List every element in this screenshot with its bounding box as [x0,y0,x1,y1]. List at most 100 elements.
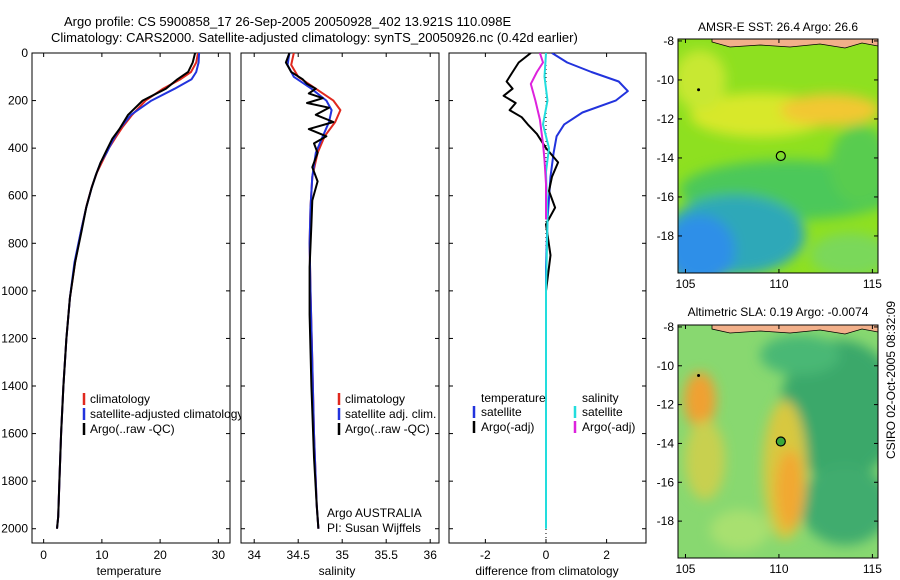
map-y-tick-label: -8 [663,34,674,48]
map-y-tick-label: -16 [657,475,675,489]
x-tick-label: 36 [424,548,438,562]
legend-header-salinity: salinity [582,391,619,405]
map-y-tick-label: -14 [657,151,675,165]
legend-label-climatology: climatology [345,392,405,406]
salinity-y-axis [241,52,439,530]
temperature-x-label: temperature [97,564,162,578]
map-y-tick-label: -18 [657,514,675,528]
x-tick-label: 10 [95,548,109,562]
map-y-tick-label: -12 [657,398,675,412]
temperature-y-axis: 0 200 400 600 800 1000 1200 1400 1600 1800 2000 [1,46,230,536]
sst-map-field [678,39,878,273]
temperature-series [56,53,201,529]
difference-series [502,53,629,529]
legend-label-climatology: climatology [90,392,150,406]
difference-legend: temperature satellite Argo(-adj) salinit… [472,391,635,434]
sst-argo-location-marker [775,150,786,162]
sla-coastline [711,325,878,335]
x-tick-label: 35.5 [375,548,399,562]
x-tick-label: -2 [480,548,491,562]
sla-map-field [678,325,878,558]
y-tick-label: 200 [8,94,28,108]
map-y-tick-label: -16 [657,190,675,204]
map-y-tick-label: -14 [657,436,675,450]
creation-stamp: CSIRO 02-Oct-2005 08:32:09 [884,301,898,459]
temperature-axes-frame [31,52,231,544]
sla-map-axes: -8 -10 -12 -14 -16 -18 105 110 115 [657,320,883,576]
x-tick-label: 34.5 [287,548,311,562]
x-tick-label: 0 [40,548,47,562]
sla-map-title: Altimetric SLA: 0.19 Argo: -0.0074 [688,305,869,319]
map-x-tick-label: 105 [675,562,695,576]
x-tick-label: 35 [336,548,350,562]
salinity-x-axis: 34 34.5 35 35.5 36 [248,53,438,562]
figure-title-line1: Argo profile: CS 5900858_17 26-Sep-2005 … [64,14,512,29]
y-tick-label: 800 [8,236,28,250]
x-tick-label: 30 [212,548,226,562]
y-tick-label: 400 [8,141,28,155]
legend-label-argo: Argo(..raw -QC) [90,422,175,436]
sst-map-title: AMSR-E SST: 26.4 Argo: 26.6 [698,20,858,34]
legend-label-argo: Argo(..raw -QC) [345,422,430,436]
temperature-panel: 0 200 400 600 800 1000 1200 1400 1600 1800 2000 0 1… [1,46,243,578]
legend-label-satellite: satellite-adjusted climatology [90,407,243,421]
figure-title-line2: Climatology: CARS2000. Satellite-adjuste… [51,30,578,45]
map-x-tick-label: 105 [675,277,695,291]
y-tick-label: 0 [21,46,28,60]
series-line-argo-raw-qc- [284,53,335,529]
argo-pi-annotation: PI: Susan Wijffels [327,521,421,535]
sst-map-frame [677,38,879,274]
x-tick-label: 2 [603,548,610,562]
y-tick-label: 1800 [1,474,28,488]
y-tick-label: 1000 [1,284,28,298]
y-tick-label: 600 [8,189,28,203]
difference-y-axis [449,52,646,530]
legend-label-temp-satellite: satellite [481,405,522,419]
difference-panel: -2 0 2 temperature satellite Argo(-adj) sa… [448,52,647,578]
argo-country-annotation: Argo AUSTRALIA [327,506,422,520]
map-x-tick-label: 110 [769,562,788,576]
map-y-tick-label: -10 [657,73,675,87]
sla-map-frame [677,324,879,559]
series-line-argo-raw-qc- [56,53,197,529]
map-y-tick-label: -10 [657,359,675,373]
x-tick-label: 34 [248,548,262,562]
difference-x-label: difference from climatology [475,564,618,578]
series-line-satellite-adj-clim- [286,53,333,529]
sla-map-panel: Altimetric SLA: 0.19 Argo: -0.0074 -8 -10… [657,305,883,576]
legend-label-satellite: satellite adj. clim. [345,407,436,421]
map-x-tick-label: 110 [769,277,788,291]
sst-map-panel: AMSR-E SST: 26.4 Argo: 26.6 -8-10-12-14-… [657,20,883,291]
salinity-series [284,53,342,529]
temperature-x-axis: 0 10 20 30 [40,53,225,562]
y-tick-label: 1200 [1,331,28,345]
map-y-tick-label: -8 [663,320,674,334]
legend-label-sal-satellite: satellite [582,405,623,419]
map-x-tick-label: 115 [863,562,882,576]
sla-argo-location-marker [775,436,786,447]
map-y-tick-label: -18 [657,229,675,243]
y-tick-label: 2000 [1,522,28,536]
salinity-x-label: salinity [319,564,356,578]
sst-map-axes: -8 -10 -12 -14 -16 -18 105 110 115 [657,34,883,291]
series-line-salinity-satellite [542,53,550,529]
y-tick-label: 1600 [1,427,28,441]
legend-label-temp-argo: Argo(-adj) [481,420,534,434]
map-y-tick-label: -12 [657,112,675,126]
salinity-legend: climatology satellite adj. clim. Argo(..… [337,392,436,436]
y-tick-label: 1400 [1,379,28,393]
sla-secondary-marker [697,373,701,377]
series-line-salinity-argo-adj- [529,53,547,220]
legend-label-sal-argo: Argo(-adj) [582,420,635,434]
temperature-legend: climatology satellite-adjusted climatolo… [82,392,243,436]
legend-header-temperature: temperature [481,391,546,405]
sst-coastline [711,39,878,49]
salinity-axes-frame [240,52,440,544]
sst-secondary-marker [697,88,701,92]
salinity-panel: 34 34.5 35 35.5 36 climatology satellite adj… [240,52,440,578]
map-x-tick-label: 115 [863,277,882,291]
x-tick-label: 20 [153,548,167,562]
x-tick-label: 0 [543,548,550,562]
difference-axes-frame [448,52,647,544]
